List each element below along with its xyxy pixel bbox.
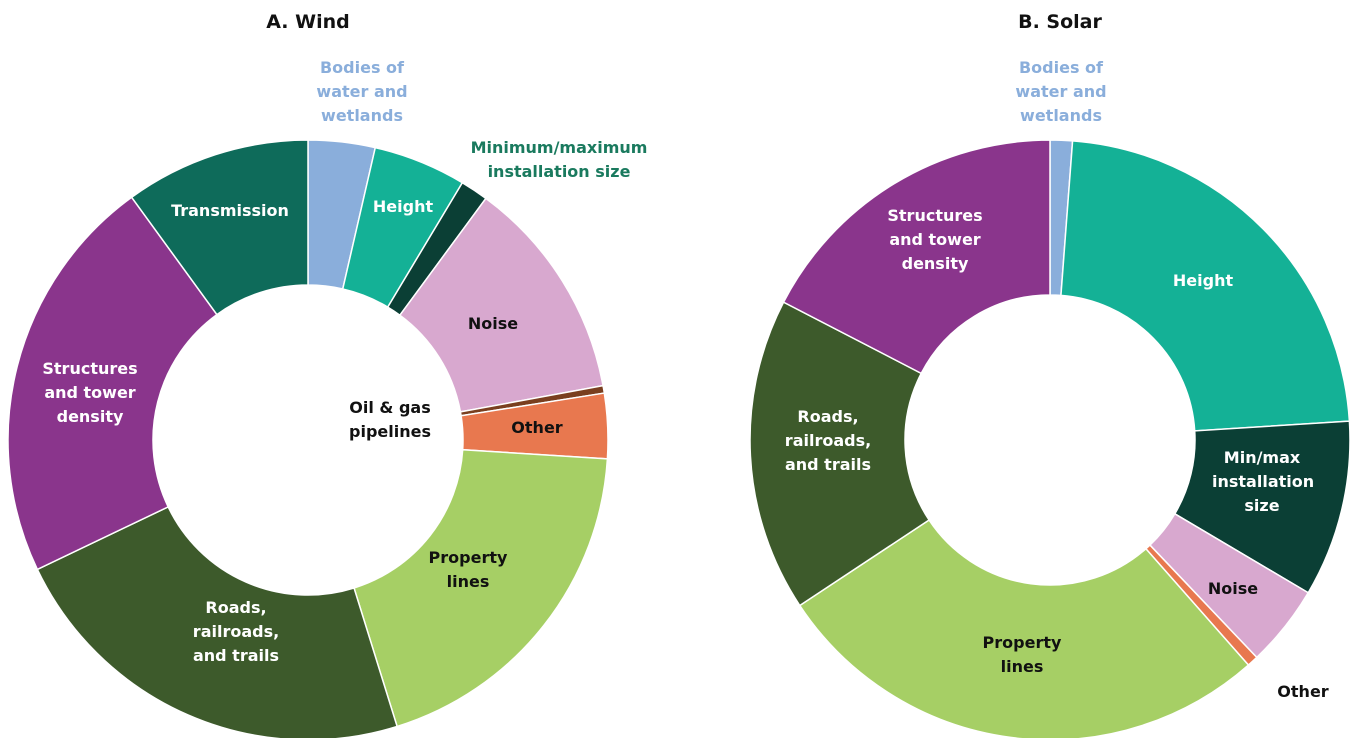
slice-label: Other: [1277, 682, 1329, 701]
slice-label: Min/max installation size: [1212, 448, 1315, 515]
slice-label: Minimum/maximum installation size: [470, 138, 648, 181]
slice-label: Roads, railroads, and trails: [192, 598, 280, 665]
donut-slice: [749, 301, 931, 607]
chart-title: A. Wind: [266, 11, 350, 33]
donut-slice: [36, 505, 399, 738]
slice-label: Oil & gas pipelines: [349, 398, 431, 441]
slice-label: Transmission: [171, 201, 289, 220]
donut-slice: [782, 139, 1051, 375]
slice-label: Bodies of water and wetlands: [1015, 58, 1107, 125]
chart-title: B. Solar: [1018, 11, 1102, 33]
donut-slice: [130, 139, 309, 316]
slice-label: Noise: [467, 314, 519, 333]
slice-label: Height: [1172, 271, 1234, 290]
slice-label: Other: [511, 418, 563, 437]
slice-label: Noise: [1207, 579, 1259, 598]
slice-label: Property lines: [428, 548, 508, 591]
slice-label: Property lines: [982, 633, 1062, 676]
slice-label: Roads, railroads, and trails: [784, 407, 872, 474]
slice-label: Height: [372, 197, 434, 216]
donut-slice: [798, 518, 1250, 738]
slice-label: Bodies of water and wetlands: [316, 58, 408, 125]
donut-slice: [7, 196, 218, 571]
slice-label: Structures and tower density: [42, 359, 138, 426]
donut-slice: [353, 448, 609, 728]
slice-label: Structures and tower density: [887, 206, 983, 273]
donut-slice: [1060, 140, 1351, 432]
